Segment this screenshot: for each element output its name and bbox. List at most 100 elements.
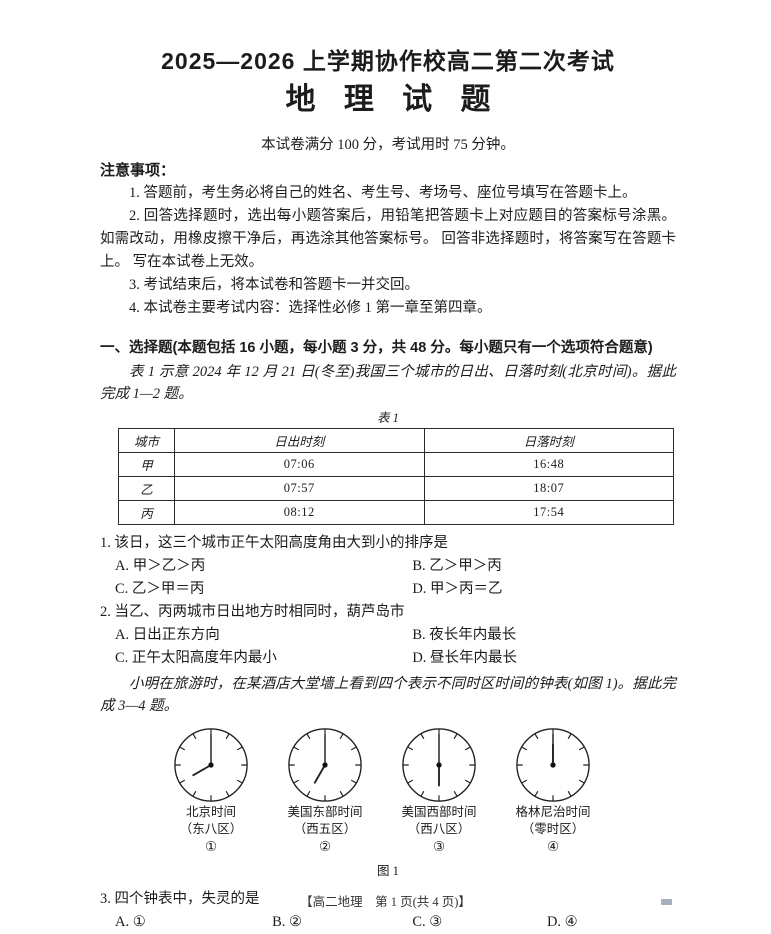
clock-center-dot <box>322 762 328 768</box>
notice-item-4: 4. 本试卷主要考试内容：选择性必修 1 第一章至第四章。 <box>129 300 492 316</box>
clock-timezone-offset: （零时区） <box>521 822 585 836</box>
clock-tick <box>225 791 230 797</box>
clock-tick <box>351 779 357 784</box>
clock-face-icon <box>174 728 248 802</box>
clock-tick <box>407 779 413 784</box>
question-2-options: A. 日出正东方向 B. 夜长年内最长 C. 正午太阳高度年内最小 D. 昼长年… <box>100 624 676 670</box>
clock-center-dot <box>436 762 442 768</box>
clock: 美国东部时间 （西五区） ② <box>268 726 382 856</box>
exam-subject-title: 地 理 试 题 <box>285 83 501 116</box>
q2-option-b: B. 夜长年内最长 <box>412 627 517 643</box>
clock-face-icon <box>288 728 362 802</box>
page-content: 2025—2026 上学期协作校高二第二次考试 地 理 试 题 本试卷满分 10… <box>100 40 676 934</box>
clock-tick <box>534 733 539 739</box>
col-header-sunset: 日落时刻 <box>423 428 674 453</box>
clock-center-dot <box>208 762 214 768</box>
clock-tick <box>420 791 425 797</box>
scan-artifact <box>661 899 672 905</box>
clock-number: ① <box>204 839 218 854</box>
clock-timezone-name: 北京时间 <box>185 805 236 819</box>
figure1-caption: 图 1 <box>377 864 399 878</box>
table-row: 丙 08:12 17:54 <box>118 500 674 525</box>
sunrise-sunset-table: 城市 日出时刻 日落时刻 甲 07:06 16:48 乙 07:57 18:07… <box>118 428 674 525</box>
clock-tick <box>339 733 344 739</box>
table1-caption: 表 1 <box>377 411 399 425</box>
table-row: 甲 07:06 16:48 <box>118 452 674 477</box>
clock-tick <box>237 779 243 784</box>
clock-face-icon <box>516 728 590 802</box>
clock-tick <box>293 779 299 784</box>
clock-tick <box>453 791 458 797</box>
question-1-stem: 1. 该日，这三个城市正午太阳高度角由大到小的排序是 <box>100 535 448 551</box>
clock-tick <box>293 746 299 751</box>
notice-item-1: 1. 答题前，考生务必将自己的姓名、考生号、考场号、座位号填写在答题卡上。 <box>129 185 637 201</box>
clock-tick <box>351 746 357 751</box>
notice-item-3: 3. 考试结束后，将本试卷和答题卡一并交回。 <box>129 277 419 293</box>
clock-tick <box>521 779 527 784</box>
clock-tick <box>567 733 572 739</box>
clock-tick <box>407 746 413 751</box>
cell-sunrise: 07:57 <box>174 476 425 501</box>
q2-option-c: C. 正午太阳高度年内最小 <box>115 650 277 666</box>
clock-tick <box>192 791 197 797</box>
col-header-city: 城市 <box>118 428 175 453</box>
notice-item-2: 2. 回答选择题时，选出每小题答案后，用铅笔把答题卡上对应题目的答案标号涂黑。 … <box>100 208 676 270</box>
clock: 格林尼治时间 （零时区） ④ <box>496 726 610 856</box>
cell-sunset: 17:54 <box>423 500 674 525</box>
question-1-options: A. 甲＞乙＞丙 B. 乙＞甲＞丙 C. 乙＞甲＝丙 D. 甲＞丙＝乙 <box>100 555 676 601</box>
table1-intro: 表 1 示意 2024 年 12 月 21 日(冬至)我国三个城市的日出、日落时… <box>100 364 676 402</box>
table-row: 乙 07:57 18:07 <box>118 476 674 501</box>
clock-timezone-offset: （东八区） <box>179 822 243 836</box>
hour-hand <box>313 764 326 784</box>
q2-option-a: A. 日出正东方向 <box>115 627 220 643</box>
clock-timezone-offset: （西五区） <box>293 822 357 836</box>
figure1-intro: 小明在旅游时，在某酒店大堂墙上看到四个表示不同时区时间的钟表(如图 1)。据此完… <box>100 676 676 714</box>
clock-tick <box>579 746 585 751</box>
q1-option-b: B. 乙＞甲＞丙 <box>412 558 502 574</box>
clock-tick <box>179 746 185 751</box>
cell-sunset: 18:07 <box>423 476 674 501</box>
clock-timezone-offset: （西八区） <box>407 822 471 836</box>
clock-tick <box>179 779 185 784</box>
clock-tick <box>420 733 425 739</box>
cell-city: 乙 <box>118 476 175 501</box>
page-footer: 【高二地理 第 1 页(共 4 页)】 <box>300 895 471 909</box>
table-header-row: 城市 日出时刻 日落时刻 <box>118 428 674 453</box>
clock: 美国西部时间 （西八区） ③ <box>382 726 496 856</box>
clock-tick <box>567 791 572 797</box>
cell-sunrise: 07:06 <box>174 452 425 477</box>
clock-tick <box>306 791 311 797</box>
figure1-clocks: 北京时间 （东八区） ① 美国东部时间 （西五区） ② 美国西部时间 （西八区） ③ 格林尼治时间… <box>154 726 676 856</box>
clock-tick <box>225 733 230 739</box>
q2-option-d: D. 昼长年内最长 <box>412 650 518 666</box>
clock-tick <box>465 746 471 751</box>
clock-timezone-name: 美国西部时间 <box>401 805 477 819</box>
clock-center-dot <box>550 762 556 768</box>
clock-tick <box>534 791 539 797</box>
clock-tick <box>465 779 471 784</box>
clock-number: ③ <box>432 839 446 854</box>
notice-title: 注意事项： <box>100 162 176 179</box>
clock-tick <box>521 746 527 751</box>
clock-timezone-name: 美国东部时间 <box>287 805 363 819</box>
question-3-stem: 3. 四个钟表中，失灵的是 <box>100 891 260 907</box>
hour-hand <box>192 764 212 777</box>
question-2-stem: 2. 当乙、丙两城市日出地方时相同时，葫芦岛市 <box>100 604 405 620</box>
col-header-sunrise: 日出时刻 <box>174 428 425 453</box>
q1-option-a: A. 甲＞乙＞丙 <box>115 558 206 574</box>
clock-face-icon <box>402 728 476 802</box>
clock-tick <box>192 733 197 739</box>
clock-tick <box>453 733 458 739</box>
cell-sunrise: 08:12 <box>174 500 425 525</box>
section-one-heading: 一、选择题(本题包括 16 小题，每小题 3 分，共 48 分。每小题只有一个选… <box>100 340 653 356</box>
exam-session-title: 2025—2026 上学期协作校高二第二次考试 <box>161 48 615 74</box>
clock-timezone-name: 格林尼治时间 <box>515 805 591 819</box>
clock-tick <box>339 791 344 797</box>
clock-number: ④ <box>546 839 560 854</box>
clock-number: ② <box>318 839 332 854</box>
cell-city: 丙 <box>118 500 175 525</box>
clock: 北京时间 （东八区） ① <box>154 726 268 856</box>
clock-tick <box>237 746 243 751</box>
clock-tick <box>579 779 585 784</box>
